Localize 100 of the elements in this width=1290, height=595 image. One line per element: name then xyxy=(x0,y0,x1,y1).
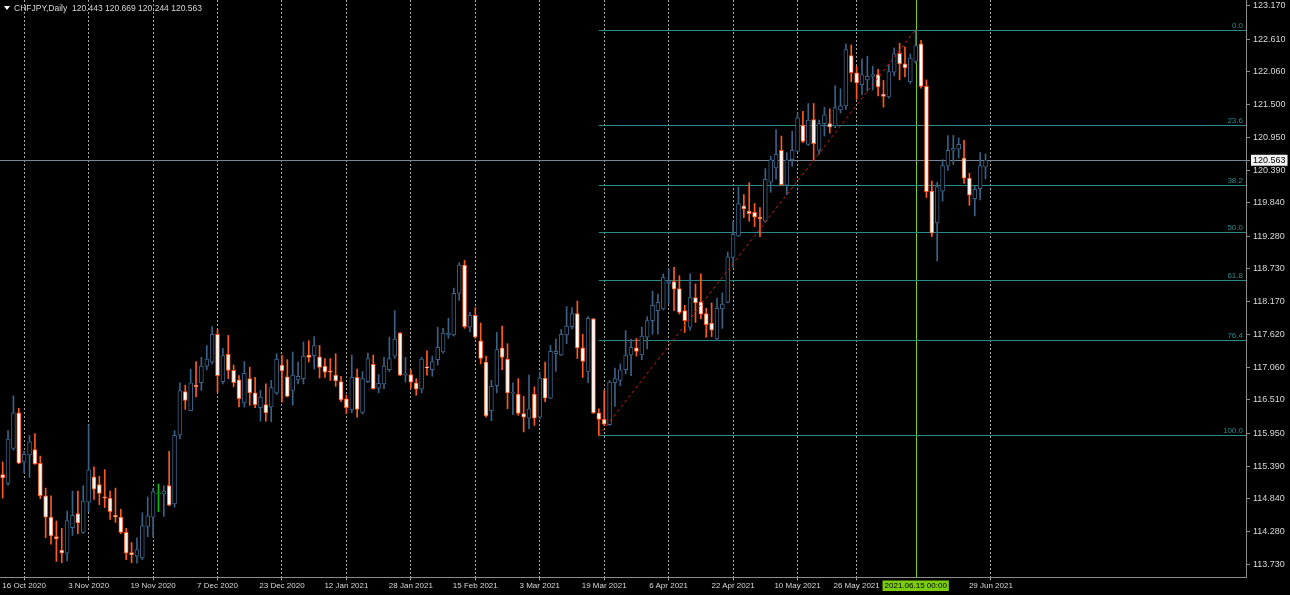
x-tick-label: 23 Dec 2020 xyxy=(259,581,306,591)
annotation: 38.2 xyxy=(1227,175,1244,185)
candlestick xyxy=(231,364,236,388)
candlestick xyxy=(607,380,612,426)
candlestick xyxy=(54,520,59,562)
candlestick xyxy=(327,358,333,381)
candlestick xyxy=(97,475,102,505)
x-tick-label: 28 Jan 2021 xyxy=(388,581,434,591)
candlestick xyxy=(908,53,913,84)
candlestick xyxy=(617,363,623,387)
y-tick-label: 117.620 xyxy=(1253,328,1285,339)
y-tick-label: 114.280 xyxy=(1253,526,1285,537)
x-tick-label: 19 Mar 2021 xyxy=(581,581,628,591)
y-tick-label: 117.060 xyxy=(1253,361,1285,372)
candlestick xyxy=(634,338,639,357)
annotation: 100.0 xyxy=(1222,425,1244,435)
candlestick xyxy=(591,317,596,414)
candlestick xyxy=(762,168,768,223)
candlestick xyxy=(43,487,48,539)
candlestick xyxy=(822,106,827,137)
candlestick xyxy=(865,55,870,92)
candlestick xyxy=(983,153,988,180)
candlestick xyxy=(897,42,902,81)
candlestick xyxy=(548,345,553,400)
x-tick-label: 10 May 2021 xyxy=(774,581,822,591)
candlestick xyxy=(424,350,430,376)
candlestick xyxy=(854,65,859,100)
annotation: 23.6 xyxy=(1227,115,1244,125)
candlestick xyxy=(199,357,204,391)
candlestick xyxy=(139,512,145,560)
candlestick xyxy=(478,322,484,365)
candlestick xyxy=(86,424,91,513)
candlestick xyxy=(940,159,945,202)
candlestick xyxy=(301,341,306,385)
y-tick-label: 120.563 xyxy=(1253,154,1286,165)
candlestick xyxy=(0,461,6,499)
candlestick xyxy=(11,395,16,451)
candlestick xyxy=(344,394,349,414)
x-tick-label: 15 Feb 2021 xyxy=(452,581,499,591)
candlestick xyxy=(489,380,494,421)
candlestick xyxy=(720,292,725,329)
candlestick xyxy=(188,368,193,411)
candlestick xyxy=(403,357,408,383)
y-tick-label: 120.390 xyxy=(1253,164,1286,175)
candlestick xyxy=(387,336,392,372)
annotation: 76.4 xyxy=(1227,330,1244,340)
x-tick-label: 3 Mar 2021 xyxy=(519,581,561,591)
x-tick-label: 6 Apr 2021 xyxy=(649,581,689,591)
candlestick xyxy=(521,396,526,433)
y-tick-label: 114.840 xyxy=(1253,493,1285,504)
candlestick xyxy=(113,487,118,523)
candlestick xyxy=(693,283,698,323)
candlestick xyxy=(650,290,655,335)
annotation: 50.0 xyxy=(1227,222,1244,232)
candlestick xyxy=(795,112,800,153)
y-tick-label: 119.280 xyxy=(1253,230,1285,241)
candlestick xyxy=(768,155,774,193)
y-tick-label: 119.840 xyxy=(1253,197,1285,208)
candlestick xyxy=(430,355,435,377)
candlestick xyxy=(677,275,682,315)
candlestick xyxy=(967,173,972,206)
candlestick xyxy=(258,390,263,422)
candlestick xyxy=(564,306,569,345)
candlestick xyxy=(274,353,279,395)
candlestick xyxy=(870,65,876,91)
candlestick xyxy=(575,300,580,359)
y-tick-label: 120.950 xyxy=(1253,131,1286,142)
y-tick-label: 118.730 xyxy=(1253,263,1285,274)
candlestick xyxy=(956,137,961,159)
y-tick-label: 116.510 xyxy=(1253,394,1285,405)
candlestick xyxy=(70,490,75,536)
candlestick xyxy=(510,382,516,416)
candlestick xyxy=(746,182,752,222)
candlestick xyxy=(811,103,816,162)
candlestick xyxy=(306,340,312,363)
candlestick xyxy=(27,435,32,478)
y-tick-label: 113.730 xyxy=(1253,558,1285,569)
candlestick xyxy=(215,329,220,393)
candlestick xyxy=(623,330,629,375)
candlestick xyxy=(924,79,929,198)
candlestick xyxy=(709,302,714,337)
candlestick xyxy=(156,483,161,513)
candlestick xyxy=(601,390,607,426)
candlestick xyxy=(532,386,537,426)
y-tick-label: 123.170 xyxy=(1253,0,1286,11)
candlestick xyxy=(242,361,247,408)
candlestick xyxy=(827,108,833,134)
x-tick-label: 22 Apr 2021 xyxy=(711,581,756,591)
candlestick xyxy=(333,353,338,387)
x-tick-label: 7 Dec 2020 xyxy=(197,581,239,591)
x-tick-label: 3 Nov 2020 xyxy=(68,581,110,591)
candlestick xyxy=(472,307,478,339)
x-tick-label: 12 Jan 2021 xyxy=(324,581,369,591)
candlestick xyxy=(666,268,671,305)
candlestick xyxy=(881,80,886,108)
candlestick xyxy=(462,259,467,329)
candlestick xyxy=(736,186,741,237)
y-tick-label: 115.950 xyxy=(1253,427,1285,438)
x-tick-label: 2021.06.15 00:00 xyxy=(884,581,948,591)
y-tick-label: 118.170 xyxy=(1253,296,1285,307)
